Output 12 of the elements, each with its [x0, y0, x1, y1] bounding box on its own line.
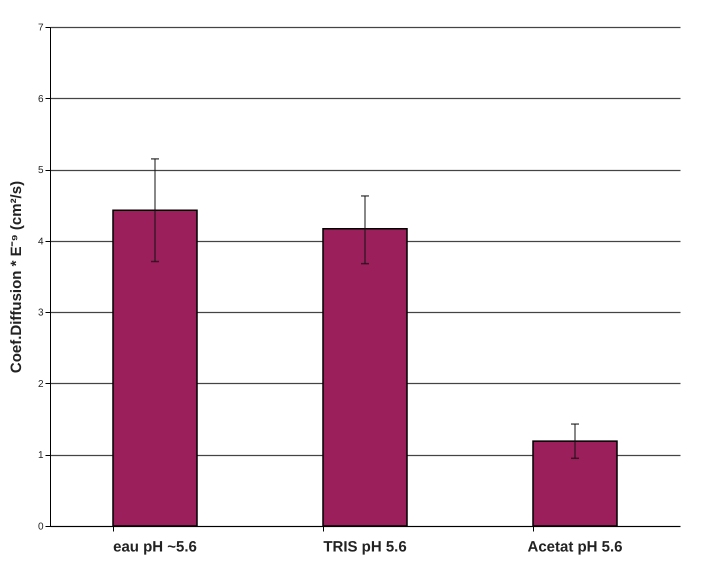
- y-axis-title: Coef.Diffusion * E⁻⁹ (cm²/s): [8, 180, 25, 374]
- y-tick-label: 7: [38, 22, 44, 34]
- y-tick-label: 1: [38, 450, 44, 462]
- y-tick-label: 4: [38, 236, 44, 248]
- y-tick-label: 2: [38, 378, 44, 390]
- x-tick-label: Acetat pH 5.6: [527, 538, 623, 556]
- y-tick-label: 3: [38, 308, 44, 319]
- y-tick-label: 5: [38, 165, 44, 176]
- x-tick-label: TRIS pH 5.6: [323, 538, 407, 556]
- x-tick-label: eau pH ~5.6: [113, 538, 197, 556]
- y-tick-label: 0: [38, 522, 44, 532]
- y-tick-label: 6: [38, 94, 44, 105]
